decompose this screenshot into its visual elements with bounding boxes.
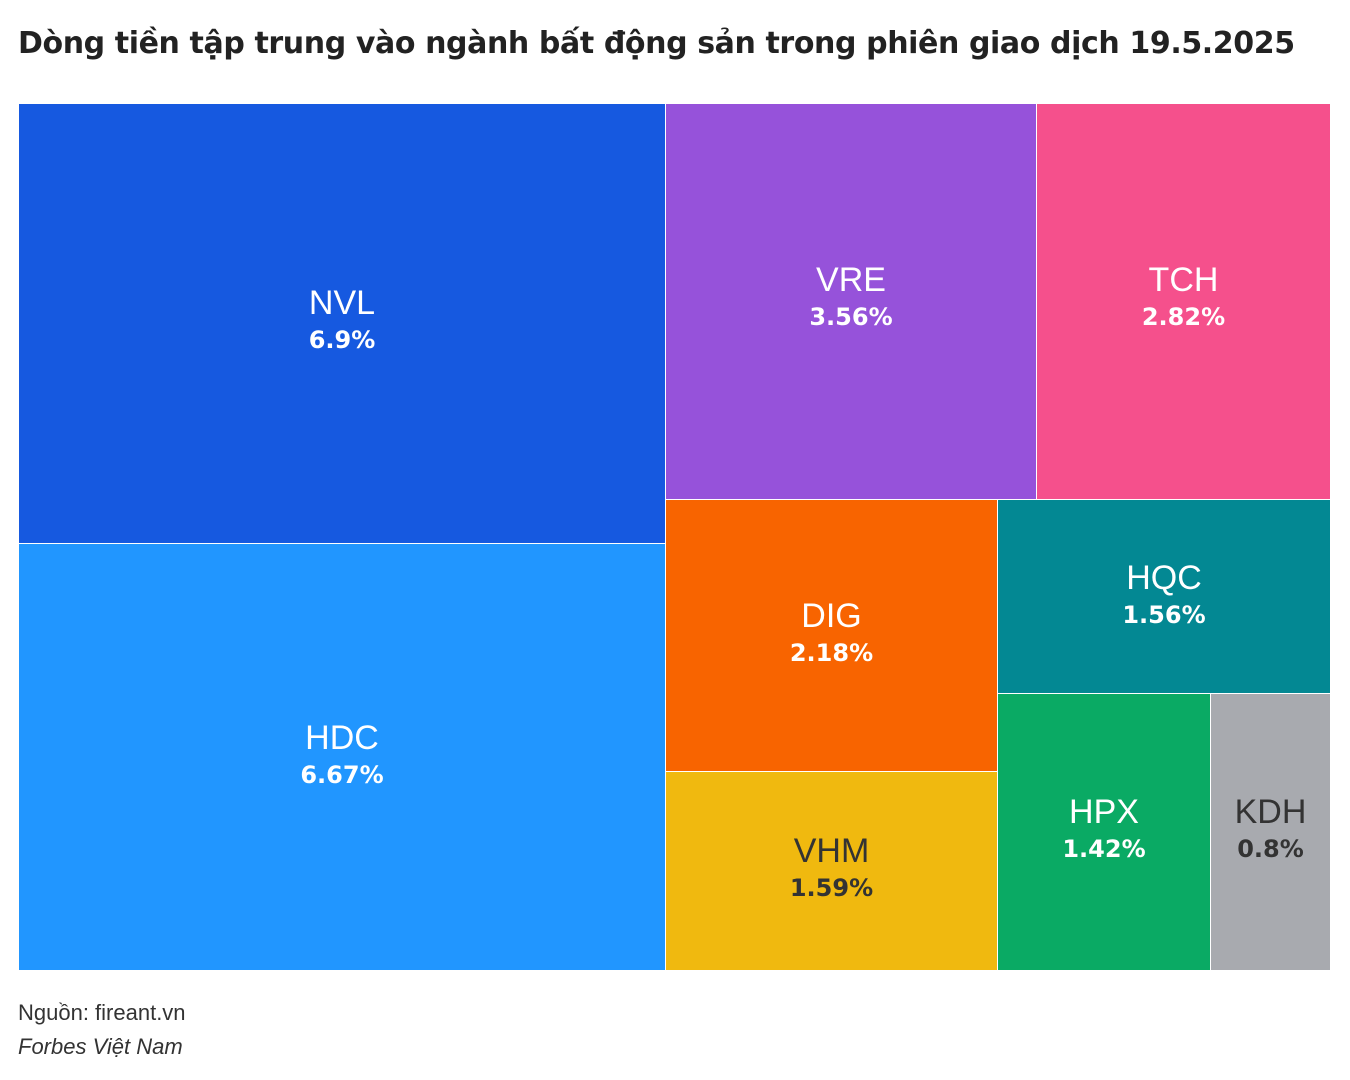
tile-value: 6.67% [300, 761, 384, 789]
treemap-tile-dig: DIG 2.18% [665, 499, 998, 772]
source-note: Nguồn: fireant.vn [18, 1000, 186, 1025]
tile-value: 1.56% [1122, 601, 1206, 629]
tile-value: 6.9% [308, 326, 376, 354]
chart-title: Dòng tiền tập trung vào ngành bất động s… [18, 26, 1295, 61]
tile-value: 2.18% [789, 639, 874, 667]
treemap-tile-nvl: NVL 6.9% [18, 103, 666, 544]
tile-label: TCH [1148, 261, 1219, 299]
tile-label: VHM [793, 832, 870, 870]
tile-value: 3.56% [809, 303, 893, 331]
tile-label: HDC [305, 719, 379, 757]
tile-value: 0.8% [1237, 835, 1304, 863]
tile-label: DIG [801, 597, 862, 635]
treemap-tile-hpx: HPX 1.42% [997, 693, 1211, 971]
tile-label: KDH [1234, 793, 1307, 831]
treemap-tile-vhm: VHM 1.59% [665, 771, 998, 971]
tile-value: 2.82% [1141, 303, 1226, 331]
treemap-tile-vre: VRE 3.56% [665, 103, 1037, 500]
credit-note: Forbes Việt Nam [18, 1034, 183, 1059]
treemap-tile-hdc: HDC 6.67% [18, 543, 666, 971]
tile-value: 1.42% [1062, 835, 1146, 863]
tile-label: HQC [1126, 559, 1202, 597]
treemap-tile-tch: TCH 2.82% [1036, 103, 1331, 500]
treemap-tile-kdh: KDH 0.8% [1210, 693, 1331, 971]
tile-label: HPX [1069, 793, 1139, 831]
treemap-tile-hqc: HQC 1.56% [997, 499, 1331, 694]
tile-label: VRE [816, 261, 886, 299]
tile-value: 1.59% [789, 874, 874, 902]
tile-label: NVL [308, 284, 376, 322]
